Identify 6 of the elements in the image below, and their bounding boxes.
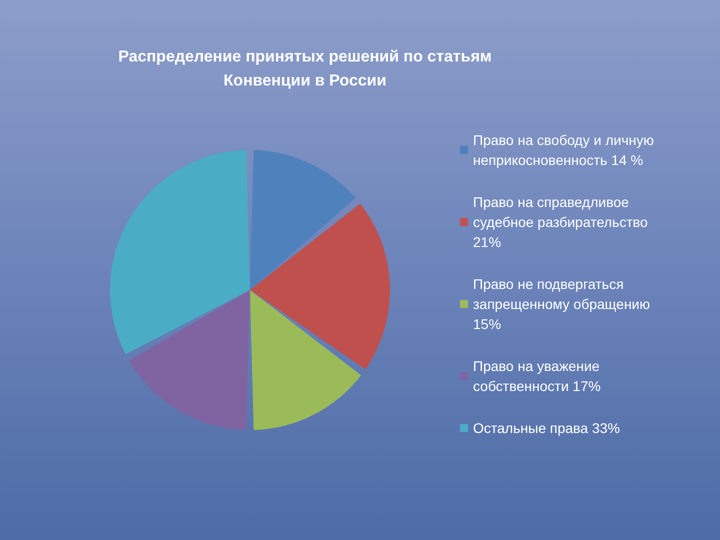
chart-title: Распределение принятых решений по статьям Конвенции в России: [118, 48, 492, 90]
legend-label: Право на свободу и личную неприкосновенность 14 %: [473, 132, 654, 168]
legend-label: Остальные права 33%: [473, 420, 620, 436]
legend-label: Право на справедливое судебное разбирательство 21%: [473, 194, 648, 250]
legend-label: Право не подвергаться запрещенному обращению 15%: [473, 276, 650, 332]
legend-label: Право на уважение собственности 17%: [473, 358, 601, 394]
